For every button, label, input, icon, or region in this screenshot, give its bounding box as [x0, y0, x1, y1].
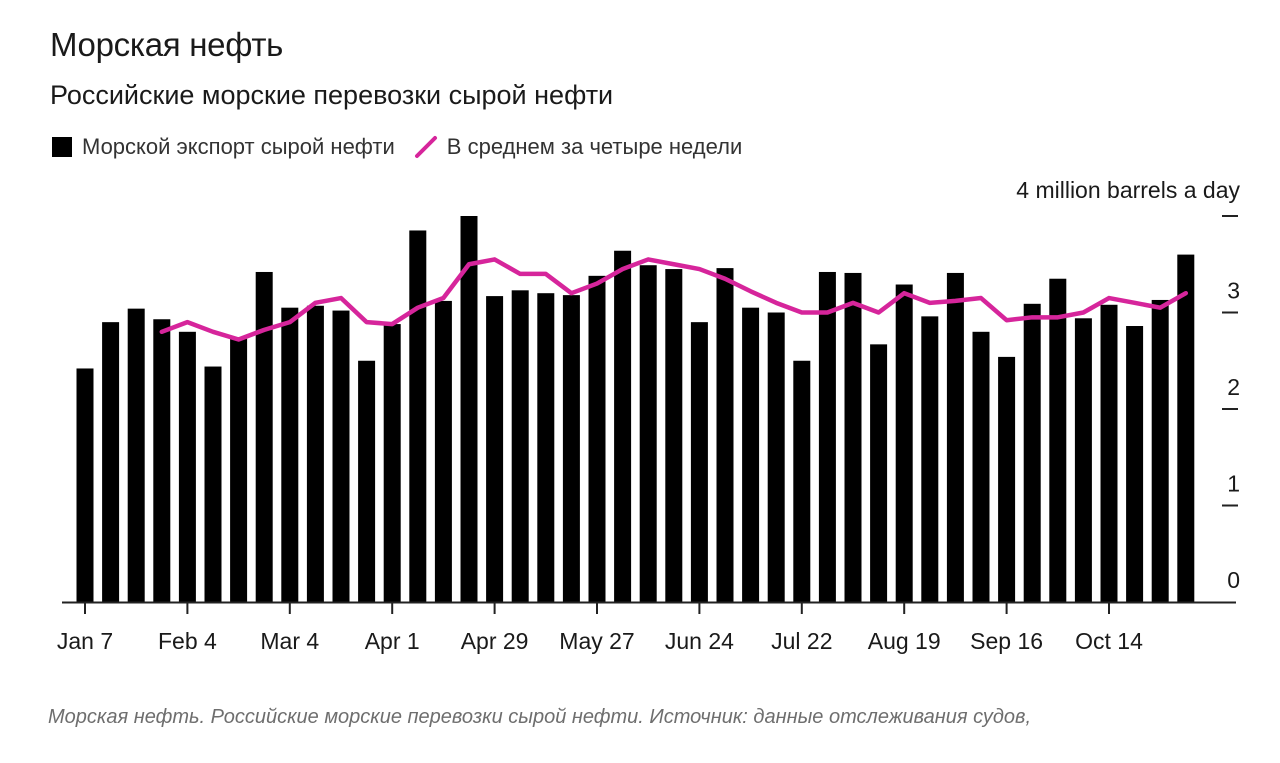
bar	[281, 307, 299, 602]
bar	[844, 272, 862, 602]
bar	[1023, 303, 1041, 602]
bar	[230, 338, 248, 602]
bar	[690, 322, 708, 602]
bar	[76, 368, 94, 602]
y-axis-unit-label: 4 million barrels a day	[1016, 177, 1240, 203]
y-tick-label: 2	[1227, 374, 1240, 400]
bar	[742, 307, 760, 602]
bar	[255, 271, 273, 602]
bar	[895, 284, 913, 602]
bar	[306, 305, 324, 602]
bar	[537, 293, 555, 602]
bar	[870, 344, 888, 602]
y-tick-label: 1	[1227, 471, 1240, 497]
bar	[793, 360, 811, 602]
x-tick-label: May 27	[559, 628, 634, 654]
x-tick-label: Jan 7	[57, 628, 113, 654]
bar	[153, 319, 171, 602]
bar	[1074, 318, 1092, 602]
line-layer	[159, 257, 1189, 342]
x-tick-label: Sep 16	[970, 628, 1043, 654]
legend-line-label: В среднем за четыре недели	[446, 134, 743, 159]
bar	[127, 308, 145, 602]
bar	[639, 265, 657, 602]
bar	[716, 268, 734, 602]
bar	[383, 324, 401, 602]
bar	[818, 271, 836, 602]
bar	[178, 331, 196, 602]
bar	[460, 216, 478, 602]
bar	[946, 272, 964, 602]
bar	[998, 356, 1016, 602]
bar	[1049, 278, 1067, 602]
bar	[614, 250, 632, 603]
axis-layer: 0 1 2 3 Jan 7 Feb 4 Mar 4 Apr 1 Apr 29 May 27 Jun …	[57, 215, 1240, 654]
bar	[358, 360, 376, 602]
bar	[921, 316, 939, 602]
x-tick-label: Jun 24	[665, 628, 734, 654]
bar	[972, 331, 990, 602]
chart-subtitle: Российские морские перевозки сырой нефти	[50, 80, 614, 110]
legend: Морской экспорт сырой нефти В среднем за…	[52, 132, 760, 162]
bar	[332, 310, 350, 602]
x-tick-label: Feb 4	[158, 628, 217, 654]
y-tick-label: 0	[1227, 567, 1240, 593]
legend-item-bars: Морской экспорт сырой нефти	[52, 134, 395, 160]
bar	[204, 366, 222, 602]
legend-bar-swatch-icon	[52, 137, 72, 157]
bar	[767, 312, 785, 602]
bar	[409, 230, 427, 602]
x-tick-label: Oct 14	[1075, 628, 1143, 654]
y-tick-label: 3	[1227, 278, 1240, 304]
bar	[1177, 254, 1195, 602]
bar	[511, 290, 529, 602]
x-tick-label: Apr 29	[461, 628, 529, 654]
average-line	[159, 257, 1189, 342]
legend-item-line: В среднем за четыре недели	[413, 134, 742, 160]
bar	[102, 322, 120, 602]
chart-title: Морская нефть	[50, 26, 284, 63]
bar	[562, 295, 580, 602]
legend-bar-label: Морской экспорт сырой нефти	[82, 134, 395, 159]
x-tick-label: Mar 4	[260, 628, 319, 654]
chart-caption: Морская нефть. Российские морские перево…	[48, 706, 1032, 728]
chart-plot-area: 0 1 2 3 Jan 7 Feb 4 Mar 4 Apr 1 Apr 29 May 27 Jun …	[57, 215, 1240, 654]
bar	[1151, 299, 1169, 602]
bar	[434, 300, 452, 602]
bar	[1100, 304, 1118, 602]
bar	[486, 296, 504, 602]
bar	[1126, 326, 1144, 602]
x-tick-label: Apr 1	[365, 628, 420, 654]
bar	[665, 269, 683, 602]
legend-line-swatch-icon	[414, 136, 437, 158]
bar	[588, 275, 606, 602]
x-tick-label: Jul 22	[771, 628, 832, 654]
bars-layer	[76, 216, 1195, 603]
x-tick-label: Aug 19	[868, 628, 941, 654]
